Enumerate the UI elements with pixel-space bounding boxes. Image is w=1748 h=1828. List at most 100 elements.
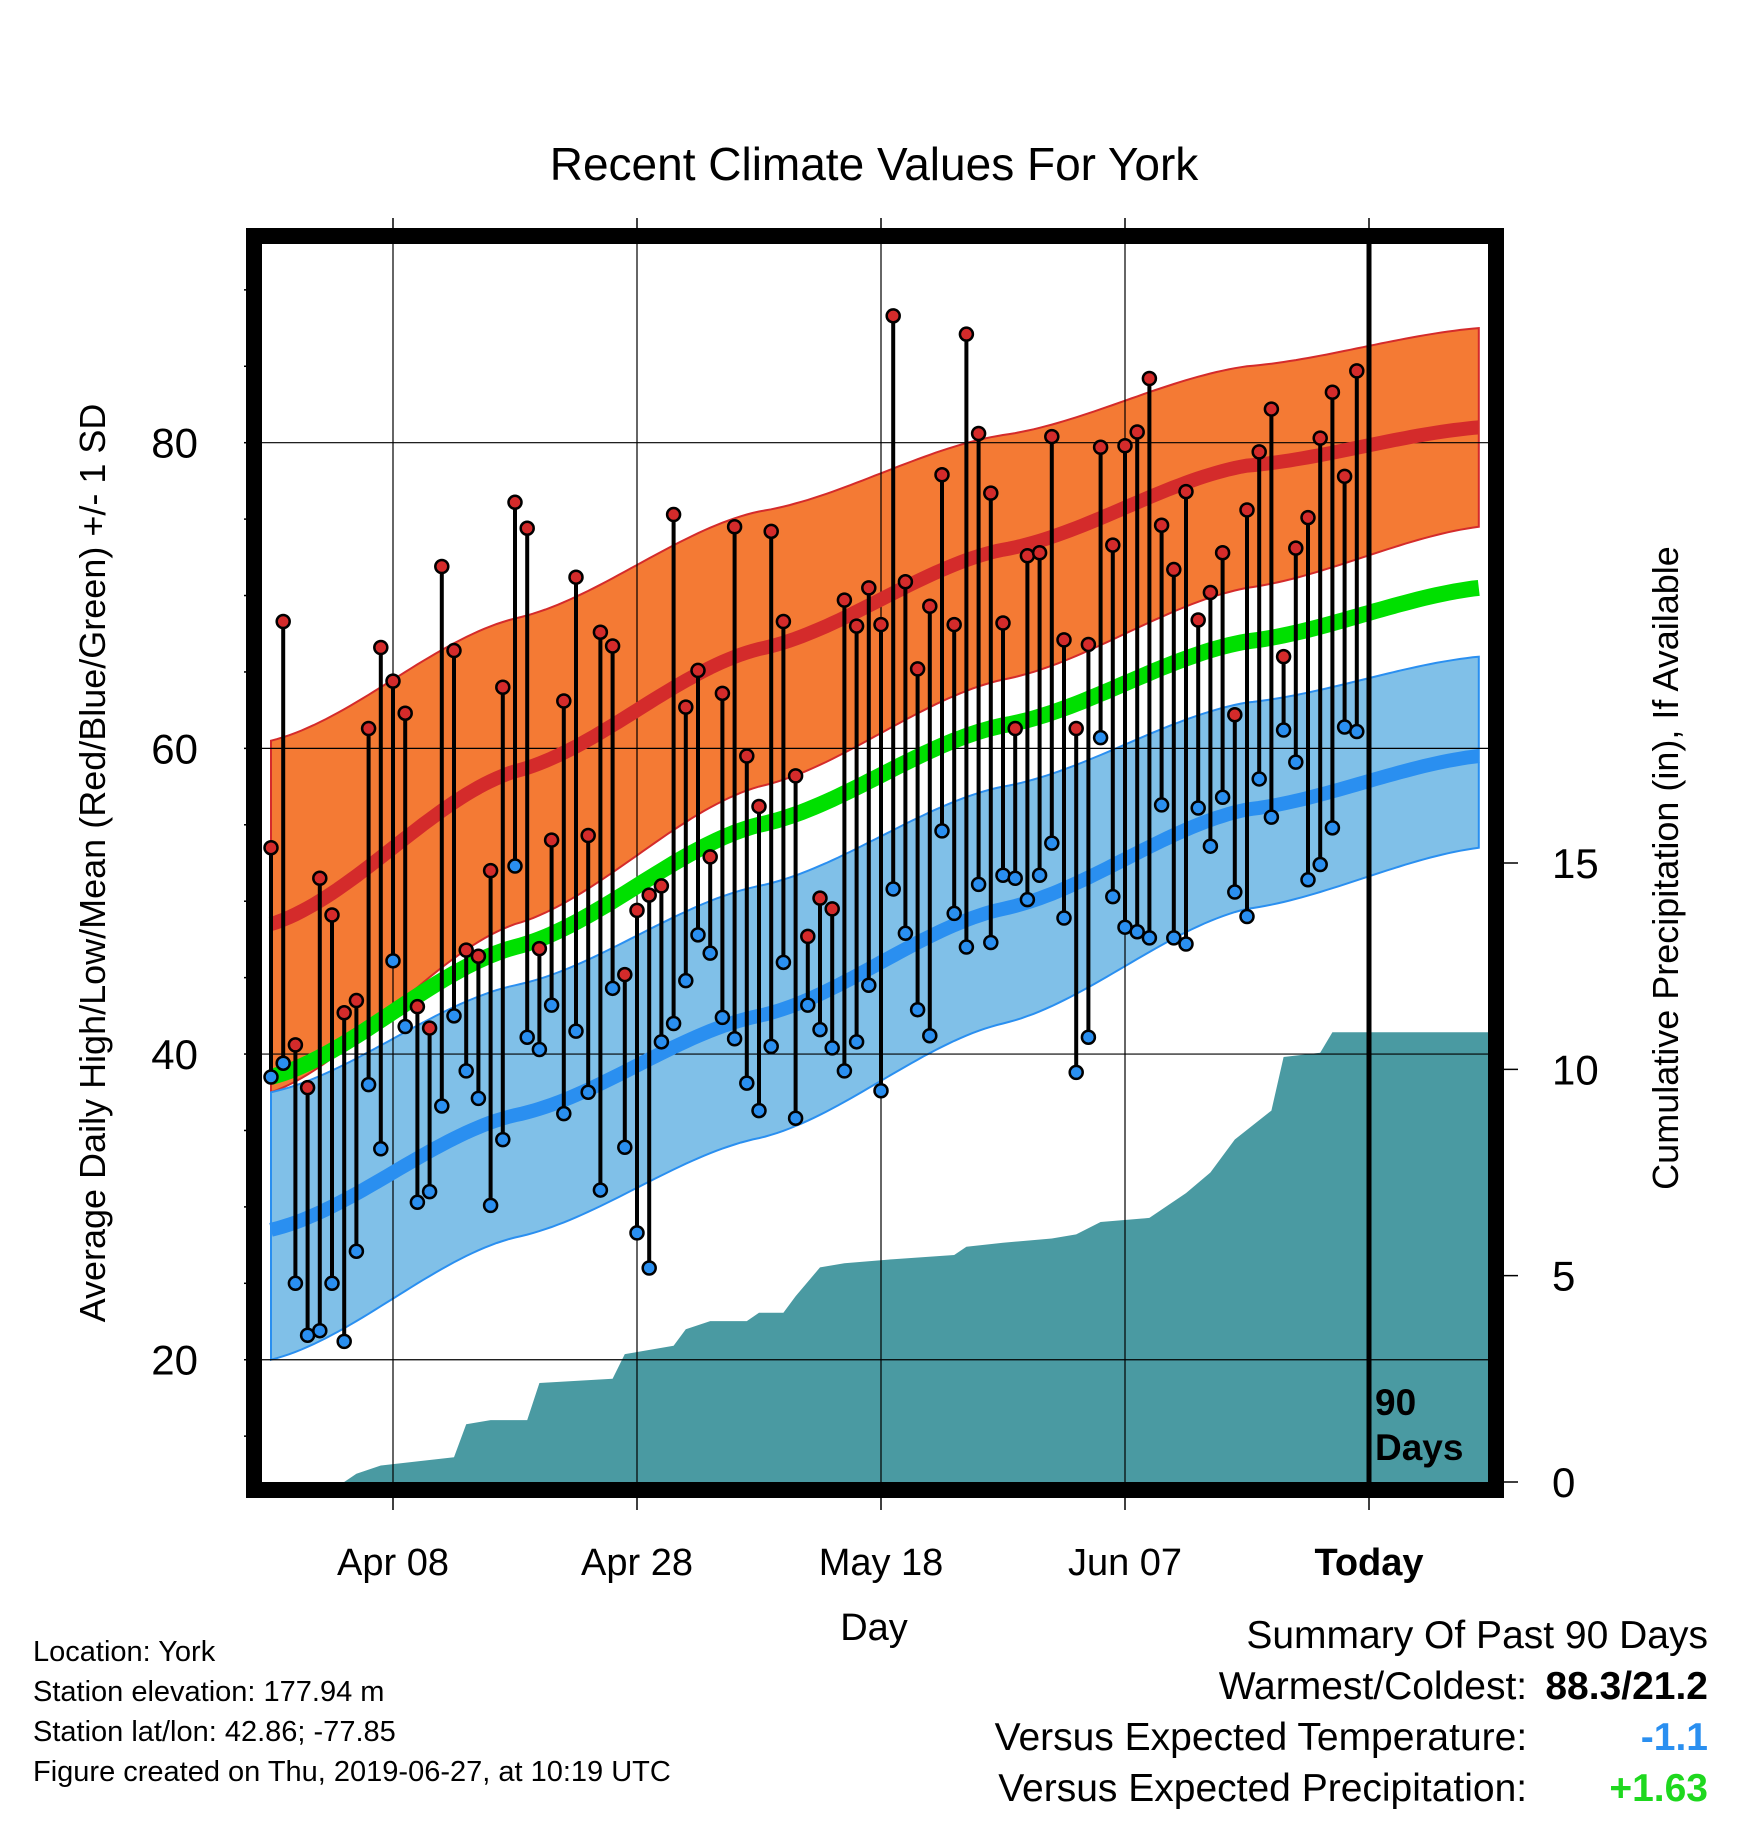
daily-high-point — [482, 862, 499, 879]
daily-high-point — [629, 902, 645, 919]
daily-low-point — [592, 1182, 609, 1198]
daily-low-point — [885, 881, 901, 897]
daily-high-point — [1141, 370, 1158, 387]
precip-label: Versus Expected Precipitation: — [998, 1767, 1528, 1810]
daily-high-point — [1239, 502, 1255, 518]
daily-low-point — [1056, 910, 1072, 926]
station-info: Location: York Station elevation: 177.94… — [33, 1632, 671, 1792]
daily-low-point — [848, 1034, 865, 1050]
daily-low-point — [726, 1031, 743, 1047]
x-tick-label: Apr 28 — [581, 1542, 693, 1584]
daily-high-point — [1300, 509, 1316, 526]
daily-low-point — [397, 1018, 413, 1035]
high-normal-band — [270, 327, 1480, 1094]
axes: 20 40 60 80 0 5 10 15 Apr 08 Apr 28 May 18 Jun 07 To… — [151, 218, 1599, 1584]
normal-high-line — [268, 420, 1480, 931]
daily-low-point — [1031, 867, 1048, 883]
daily-low-point — [653, 1034, 670, 1050]
y-tick-label: 40 — [151, 1031, 198, 1078]
daily-high-point — [1336, 468, 1353, 485]
daily-low-point — [482, 1197, 499, 1214]
daily-high-point — [1263, 401, 1280, 417]
daily-low-point — [1275, 722, 1292, 738]
daily-high-point — [543, 832, 560, 848]
daily-high-point — [263, 839, 279, 856]
daily-low-point — [812, 1021, 828, 1038]
daily-low-point — [373, 1141, 389, 1157]
daily-low-point — [1239, 908, 1255, 925]
daily-high-point — [360, 720, 377, 737]
daily-low-point — [312, 1322, 328, 1339]
daily-high-point — [1007, 720, 1023, 737]
daily-low-point — [702, 945, 718, 961]
daily-high-point — [1129, 424, 1145, 440]
daily-low-point — [1080, 1029, 1097, 1045]
daily-high-point — [800, 928, 816, 945]
daily-low-point — [690, 927, 706, 943]
daily-low-point — [580, 1084, 596, 1101]
daily-low-point — [1068, 1064, 1084, 1081]
daily-high-point — [421, 1020, 438, 1036]
daily-low-point — [1166, 930, 1182, 946]
daily-high-point — [995, 615, 1011, 631]
daily-high-point — [885, 308, 901, 324]
daily-high-point — [312, 870, 328, 887]
daily-high-point — [1056, 632, 1072, 648]
daily-high-point — [946, 616, 962, 633]
daily-high-point — [1080, 636, 1097, 653]
daily-high-point — [531, 940, 548, 957]
daily-low-point — [568, 1023, 584, 1039]
daily-high-point — [775, 613, 792, 630]
daily-low-point — [360, 1076, 377, 1093]
daily-high-point — [641, 887, 657, 903]
daily-low-point — [556, 1105, 572, 1122]
daily-low-point — [495, 1131, 511, 1148]
daily-high-point — [495, 679, 511, 695]
daily-low-point — [1227, 884, 1243, 900]
daily-high-point — [446, 642, 462, 659]
daily-low-point — [1288, 754, 1304, 770]
y2-axis-label: Cumulative Precipitation (in), If Availa… — [1645, 546, 1686, 1190]
daily-low-point — [385, 953, 401, 969]
daily-low-point — [934, 823, 950, 839]
daily-high-point — [409, 998, 426, 1015]
daily-high-point — [836, 592, 853, 608]
y2-tick-label: 15 — [1552, 840, 1599, 887]
daily-low-point — [1300, 872, 1316, 888]
daily-high-point — [1202, 584, 1219, 601]
y2-tick-label: 0 — [1552, 1459, 1575, 1506]
daily-high-point — [324, 907, 340, 923]
daily-low-point — [263, 1069, 279, 1085]
y-tick-label: 20 — [151, 1337, 198, 1384]
daily-high-point — [751, 798, 767, 815]
daily-low-point — [629, 1225, 645, 1241]
daily-high-point — [1288, 540, 1304, 556]
y-axis-label: Average Daily High/Low/Mean (Red/Blue/Gr… — [72, 404, 113, 1323]
daily-high-point — [1117, 437, 1133, 454]
daily-low-point — [470, 1090, 487, 1107]
daily-high-point — [653, 878, 670, 894]
daily-low-point — [983, 934, 999, 951]
daily-high-point — [970, 425, 987, 442]
normal-mean-lines — [268, 420, 1480, 1237]
daily-high-point — [690, 662, 706, 679]
daily-high-point — [373, 639, 389, 656]
summary-panel: Summary Of Past 90 Days Warmest/Coldest:… — [995, 1610, 1708, 1814]
daily-high-point — [385, 673, 401, 689]
daily-high-point — [1312, 430, 1328, 446]
y-tick-label: 80 — [151, 420, 198, 467]
daily-high-point — [336, 1005, 352, 1021]
daily-high-point — [702, 849, 718, 865]
daily-low-point — [617, 1139, 633, 1156]
daily-high-point — [1178, 483, 1194, 500]
daily-low-point — [665, 1015, 682, 1032]
daily-low-point — [739, 1075, 755, 1091]
daily-low-point — [1178, 936, 1194, 952]
daily-high-point — [580, 827, 596, 844]
daily-low-point — [543, 997, 560, 1013]
daily-high-point — [1068, 720, 1084, 737]
precipitation-area — [271, 1032, 1488, 1482]
daily-high-point — [824, 901, 840, 917]
daily-high-point — [726, 519, 743, 535]
